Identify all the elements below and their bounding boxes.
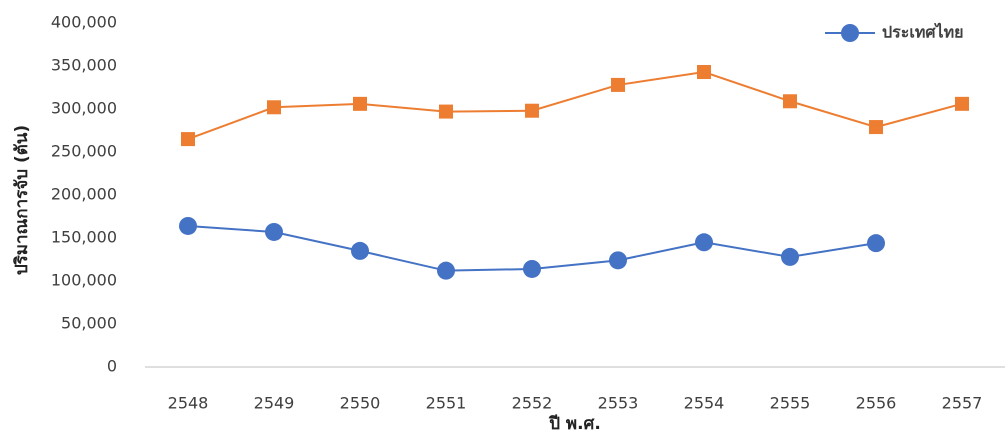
data-point xyxy=(265,222,283,241)
data-point xyxy=(695,233,713,252)
legend-label: ประเทศไทย xyxy=(882,23,963,42)
data-point xyxy=(611,77,625,92)
y-tick-label: 350,000 xyxy=(51,56,117,75)
x-tick-label: 2555 xyxy=(770,394,811,413)
data-point xyxy=(351,241,369,260)
x-tick-label: 2550 xyxy=(340,394,381,413)
data-point xyxy=(867,234,885,253)
y-tick-label: 150,000 xyxy=(51,228,117,247)
y-tick-label: 400,000 xyxy=(51,13,117,32)
x-tick-label: 2549 xyxy=(254,394,295,413)
data-point xyxy=(697,65,711,80)
x-tick-label: 2557 xyxy=(942,394,983,413)
data-point xyxy=(955,96,969,111)
data-point xyxy=(439,104,453,119)
y-tick-label: 250,000 xyxy=(51,142,117,161)
x-tick-label: 2553 xyxy=(598,394,639,413)
data-point xyxy=(267,100,281,115)
legend-marker xyxy=(841,24,859,42)
y-tick-label: 100,000 xyxy=(51,271,117,290)
x-tick-label: 2556 xyxy=(856,394,897,413)
data-point xyxy=(781,247,799,266)
x-tick-label: 2548 xyxy=(168,394,209,413)
data-point xyxy=(181,132,195,147)
data-point xyxy=(609,251,627,270)
y-tick-label: 0 xyxy=(107,357,117,376)
x-tick-label: 2554 xyxy=(684,394,725,413)
data-point xyxy=(869,120,883,135)
data-point xyxy=(353,96,367,111)
y-tick-label: 300,000 xyxy=(51,99,117,118)
x-tick-label: 2551 xyxy=(426,394,467,413)
data-point xyxy=(437,261,455,280)
x-tick-label: 2552 xyxy=(512,394,553,413)
data-point xyxy=(523,259,541,278)
data-point xyxy=(525,103,539,118)
y-tick-label: 200,000 xyxy=(51,185,117,204)
y-axis-title: ปริมาณการจับ (ตัน) xyxy=(12,125,32,275)
x-axis-title: ปี พ.ศ. xyxy=(548,413,600,434)
series-line xyxy=(187,70,963,141)
data-point xyxy=(783,94,797,109)
data-point xyxy=(179,216,197,235)
y-tick-label: 50,000 xyxy=(61,314,117,333)
